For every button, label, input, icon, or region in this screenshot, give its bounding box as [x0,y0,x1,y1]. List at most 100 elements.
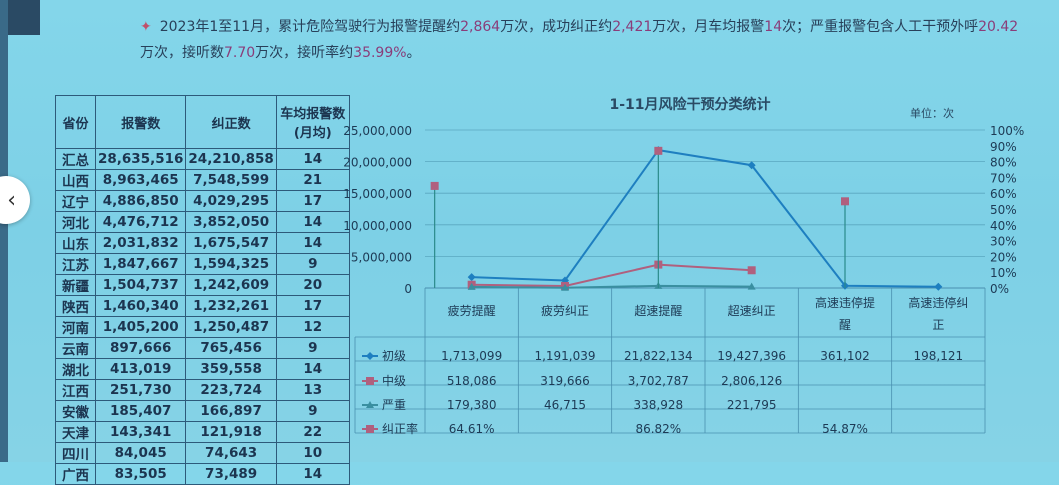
table-row: 湖北 413,019 359,558 14 [55,358,350,380]
avg-alarm-cell: 14 [275,232,350,254]
legend-marker [366,377,374,385]
category-label: 疲劳纠正 [541,303,589,318]
point-marker [747,282,756,290]
previous-slide-button[interactable]: ‹ [0,176,30,224]
table-row: 山东 2,031,832 1,675,547 14 [55,232,350,254]
table-row: 河北 4,476,712 3,852,050 14 [55,211,350,233]
series-line-0 [471,148,939,288]
column-header: 纠正数 [185,95,277,149]
alarm-count-cell: 185,407 [94,400,187,422]
point-marker [747,266,756,275]
y-tick-label: 10,000,000 [343,219,412,233]
column-header: 省份 [55,95,96,149]
y2-tick-label: 20% [990,250,1017,264]
summary-highlight: 14 [764,19,783,35]
alarm-count-cell: 4,476,712 [94,211,187,233]
y-tick-label: 20,000,000 [343,156,412,170]
table-row: 天津 143,341 121,918 22 [55,421,350,443]
corrected-count-cell: 73,489 [185,463,277,485]
series-line-2 [471,284,752,289]
table-row: 广西 83,505 73,489 14 [55,463,350,485]
summary-text: ✦ 2023年1至11月，累计危险驾驶行为报警提醒约2,864万次，成功纠正约2,… [140,14,1020,66]
y2-tick-label: 100% [990,124,1024,138]
alarm-count-cell: 1,460,340 [94,295,187,317]
data-label: 1,191,039 [534,349,595,363]
corrected-count-cell: 1,594,325 [185,253,277,275]
series-line-1 [471,263,752,287]
province-cell: 湖北 [55,358,96,380]
bullet-icon: ✦ [140,19,152,35]
summary-segment: 万次，成功纠正约 [500,19,613,35]
alarm-count-cell: 143,341 [94,421,187,443]
data-label: 64.61% [449,422,495,436]
alarm-count-cell: 1,405,200 [94,316,187,338]
alarm-count-cell: 1,847,667 [94,253,187,275]
data-label: 3,702,787 [628,374,689,388]
y2-tick-label: 50% [990,203,1017,217]
legend-marker [366,352,374,360]
corrected-count-cell: 1,675,547 [185,232,277,254]
summary-segment: 万次，月车均报警 [652,19,765,35]
alarm-count-cell: 2,031,832 [94,232,187,254]
corrected-count-cell: 4,029,295 [185,190,277,212]
corrected-count-cell: 7,548,599 [185,169,277,191]
table-row: 江西 251,730 223,724 13 [55,379,350,401]
data-label: 46,715 [544,398,586,412]
province-cell: 江苏 [55,253,96,275]
avg-alarm-cell: 17 [275,295,350,317]
legend-marker [366,425,374,433]
column-header: 车均报警数(月均) [275,95,350,149]
province-cell: 河南 [55,316,96,338]
data-label: 179,380 [447,398,497,412]
data-label: 86.82% [635,422,681,436]
data-label: 19,427,396 [717,349,786,363]
summary-highlight: 20.42 [978,19,1019,35]
point-marker [467,273,476,282]
province-cell: 广西 [55,463,96,485]
point-marker [561,283,569,291]
rate-marker [654,146,663,155]
summary-highlight: 2,421 [612,19,653,35]
table-header: 省份 报警数 纠正数 车均报警数(月均) [55,95,350,149]
alarm-count-cell: 28,635,516 [94,148,187,170]
province-cell: 陕西 [55,295,96,317]
province-cell: 四川 [55,442,96,464]
y2-tick-label: 40% [990,219,1017,233]
alarm-count-cell: 84,045 [94,442,187,464]
category-label: 高速违停提醒 [815,295,875,332]
point-marker [561,276,569,285]
corrected-count-cell: 1,242,609 [185,274,277,296]
data-label: 518,086 [447,374,497,388]
corrected-count-cell: 359,558 [185,358,277,380]
avg-alarm-cell: 13 [275,379,350,401]
legend-label: 中级 [382,373,406,388]
y2-tick-label: 90% [990,140,1017,154]
category-label: 疲劳提醒 [448,303,496,318]
province-cell: 汇总 [55,148,96,170]
province-cell: 辽宁 [55,190,96,212]
avg-alarm-cell: 21 [275,169,350,191]
alarm-count-cell: 413,019 [94,358,187,380]
corrected-count-cell: 121,918 [185,421,277,443]
summary-segment: 万次，接听数 [140,45,224,61]
summary-segment: 2023年1至11月，累计危险驾驶行为报警提醒约 [159,19,461,35]
data-label: 221,795 [727,398,777,412]
avg-alarm-cell: 14 [275,211,350,233]
alarm-count-cell: 251,730 [94,379,187,401]
province-cell: 河北 [55,211,96,233]
avg-alarm-cell: 22 [275,421,350,443]
province-table: 省份 报警数 纠正数 车均报警数(月均) 汇总 28,635,516 24,210,858… [55,95,350,485]
alarm-count-cell: 8,963,465 [94,169,187,191]
corrected-count-cell: 1,232,261 [185,295,277,317]
rate-marker [841,197,849,206]
legend-label: 严重 [382,398,406,412]
table-row: 云南 897,666 765,456 9 [55,337,350,359]
table-row: 河南 1,405,200 1,250,487 12 [55,316,350,338]
summary-segment: 万次，接听率约 [255,45,354,61]
province-cell: 山西 [55,169,96,191]
point-marker [747,161,756,170]
avg-alarm-cell: 10 [275,442,350,464]
data-label: 2,806,126 [721,374,782,388]
data-label: 54.87% [822,422,868,436]
y2-tick-label: 80% [990,156,1017,170]
